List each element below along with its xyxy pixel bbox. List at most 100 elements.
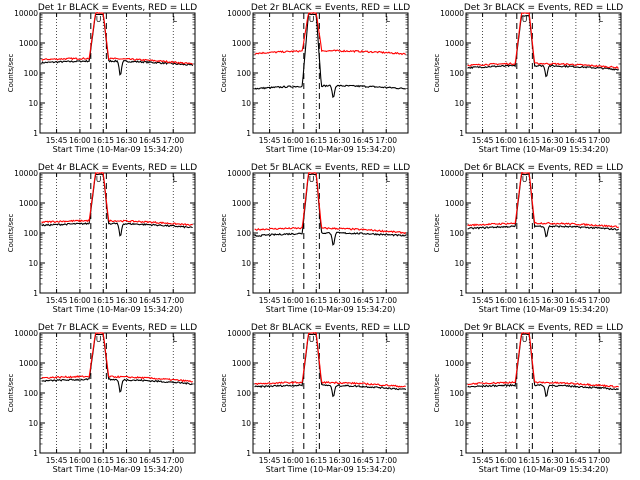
x-tick-label: 16:00 — [495, 456, 517, 465]
detector-panel-1: Det 1r BLACK = Events, RED = LLD 1 10 100 10… — [7, 3, 197, 154]
events-series-line — [254, 13, 406, 99]
x-tick-label: 16:30 — [329, 456, 351, 465]
events-series-line — [41, 13, 194, 76]
x-tick-label: 16:15 — [518, 136, 540, 145]
x-tick-label: 16:00 — [69, 136, 91, 145]
x-tick-label: 16:15 — [305, 136, 327, 145]
x-tick-label: 16:00 — [69, 456, 91, 465]
x-tick-label: 15:45 — [472, 296, 494, 305]
x-tick-label: 16:00 — [282, 296, 304, 305]
corner-marker: L — [386, 15, 391, 24]
lld-series-line — [254, 172, 407, 235]
peak-marker: U — [309, 15, 315, 24]
y-tick-label: 100 — [450, 389, 465, 398]
x-axis-label: Start Time (10-Mar-09 15:34:20) — [53, 145, 183, 154]
panel-title: Det 8r BLACK = Events, RED = LLD — [251, 323, 410, 333]
x-tick-label: 16:30 — [116, 296, 138, 305]
y-tick-label: 10000 — [227, 329, 251, 338]
x-tick-label: 16:30 — [329, 136, 351, 145]
x-axis-label: Start Time (10-Mar-09 15:34:20) — [479, 145, 609, 154]
panel-title: Det 6r BLACK = Events, RED = LLD — [464, 163, 623, 173]
x-tick-label: 16:15 — [92, 296, 114, 305]
y-tick-label: 1 — [33, 289, 38, 298]
y-tick-label: 1000 — [232, 39, 251, 48]
y-tick-label: 1 — [33, 449, 38, 458]
peak-marker: U — [522, 175, 528, 184]
lld-series-line — [467, 172, 619, 229]
corner-marker: L — [599, 335, 604, 344]
x-tick-label: 16:45 — [352, 456, 374, 465]
detector-panel-9: Det 9r BLACK = Events, RED = LLD 1 10 100 10… — [433, 323, 623, 474]
x-tick-label: 15:45 — [46, 456, 68, 465]
x-tick-label: 16:00 — [495, 296, 517, 305]
y-tick-label: 1000 — [232, 359, 251, 368]
x-axis-label: Start Time (10-Mar-09 15:34:20) — [53, 465, 183, 474]
y-axis-label: Counts/sec — [220, 214, 228, 253]
x-tick-label: 16:45 — [352, 296, 374, 305]
panel-title: Det 9r BLACK = Events, RED = LLD — [464, 323, 623, 333]
plot-frame — [39, 12, 196, 134]
y-tick-label: 100 — [24, 229, 39, 238]
y-tick-label: 10 — [28, 259, 38, 268]
peak-marker: U — [309, 335, 315, 344]
events-series-line — [254, 173, 406, 246]
y-tick-label: 1 — [246, 129, 251, 138]
peak-marker: U — [309, 175, 315, 184]
x-tick-label: 16:30 — [542, 136, 564, 145]
panel-title: Det 2r BLACK = Events, RED = LLD — [251, 3, 410, 13]
x-tick-label: 17:00 — [162, 456, 184, 465]
detector-panel-7: Det 7r BLACK = Events, RED = LLD 1 10 100 10… — [7, 323, 197, 474]
y-tick-label: 10000 — [440, 169, 464, 178]
x-tick-label: 16:15 — [92, 136, 114, 145]
y-tick-label: 1000 — [445, 199, 464, 208]
y-tick-label: 100 — [237, 69, 252, 78]
y-tick-label: 1000 — [445, 359, 464, 368]
y-tick-label: 10000 — [14, 9, 38, 18]
lld-series-line — [467, 12, 619, 69]
y-axis-label: Counts/sec — [433, 214, 441, 253]
panel-title: Det 1r BLACK = Events, RED = LLD — [38, 3, 197, 13]
x-tick-label: 16:15 — [305, 456, 327, 465]
x-tick-label: 16:15 — [92, 456, 114, 465]
plot-frame — [252, 12, 409, 134]
plot-frame — [252, 172, 409, 294]
y-tick-label: 100 — [450, 69, 465, 78]
corner-marker: L — [173, 335, 178, 344]
corner-marker: L — [173, 175, 178, 184]
x-tick-label: 17:00 — [588, 456, 610, 465]
y-tick-label: 1 — [459, 289, 464, 298]
y-axis-label: Counts/sec — [7, 214, 15, 253]
y-tick-label: 10 — [241, 259, 251, 268]
x-tick-label: 16:00 — [495, 136, 517, 145]
y-tick-label: 10 — [241, 419, 251, 428]
x-tick-label: 16:45 — [139, 456, 161, 465]
y-tick-label: 10 — [28, 99, 38, 108]
x-tick-label: 16:15 — [518, 296, 540, 305]
y-tick-label: 1000 — [19, 359, 38, 368]
y-tick-label: 100 — [24, 69, 39, 78]
peak-marker: U — [96, 15, 102, 24]
y-tick-label: 1000 — [232, 199, 251, 208]
y-tick-label: 1 — [246, 449, 251, 458]
panel-title: Det 5r BLACK = Events, RED = LLD — [251, 163, 410, 173]
corner-marker: L — [599, 175, 604, 184]
panel-title: Det 7r BLACK = Events, RED = LLD — [38, 323, 197, 333]
plot-frame — [465, 332, 622, 454]
plot-frame — [465, 12, 622, 134]
y-axis-label: Counts/sec — [220, 374, 228, 413]
lld-series-line — [467, 331, 619, 388]
plot-frame — [39, 332, 196, 454]
y-tick-label: 10000 — [14, 169, 38, 178]
lld-series-line — [254, 12, 406, 56]
y-axis-label: Counts/sec — [433, 54, 441, 93]
detector-panel-5: Det 5r BLACK = Events, RED = LLD 1 10 100 10… — [220, 163, 410, 314]
x-tick-label: 16:45 — [565, 136, 587, 145]
x-tick-label: 16:45 — [139, 296, 161, 305]
detector-panel-4: Det 4r BLACK = Events, RED = LLD 1 10 100 10… — [7, 163, 197, 314]
x-tick-label: 16:00 — [282, 136, 304, 145]
y-tick-label: 100 — [24, 389, 39, 398]
x-tick-label: 15:45 — [259, 136, 281, 145]
panel-title: Det 3r BLACK = Events, RED = LLD — [464, 3, 623, 13]
x-tick-label: 15:45 — [46, 136, 68, 145]
